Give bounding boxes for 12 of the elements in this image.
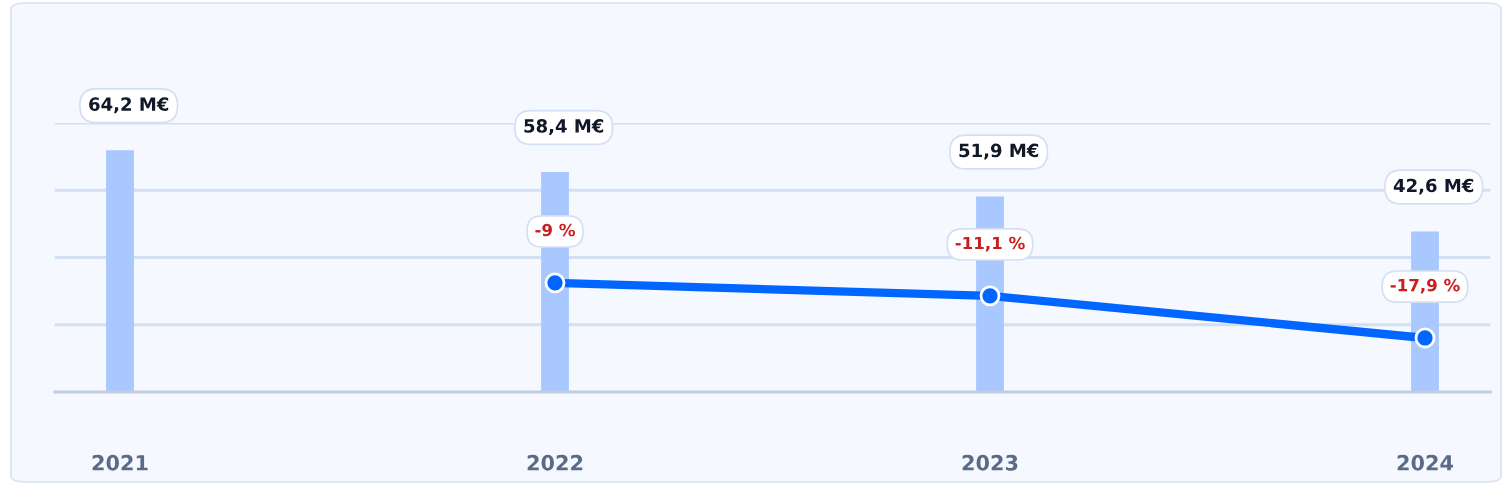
data-label: -11,1 % — [955, 236, 1025, 252]
x-tick-label: 2024 — [1397, 454, 1454, 471]
x-tick-label: 2022 — [527, 454, 583, 471]
data-label: 42,6 M€ — [1393, 178, 1474, 195]
data-label: 64,2 M€ — [89, 97, 169, 114]
data-label: 58,4 M€ — [524, 119, 604, 136]
x-tick-label: 2023 — [962, 454, 1018, 471]
bar — [106, 150, 134, 392]
data-label: -17,9 % — [1390, 278, 1460, 294]
x-tick-label: 2021 — [92, 454, 148, 471]
data-label: 51,9 M€ — [959, 143, 1039, 160]
data-label: -9 % — [535, 223, 575, 237]
